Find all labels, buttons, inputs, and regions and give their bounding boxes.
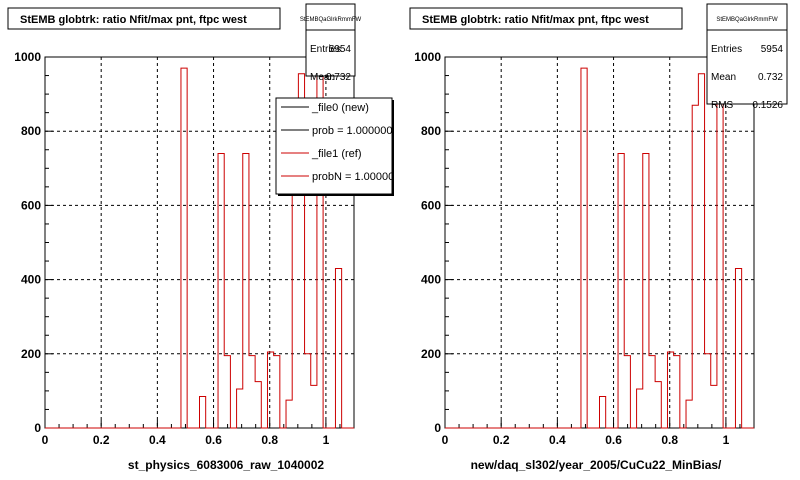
histogram-bin <box>311 385 317 428</box>
histogram-bin <box>698 74 704 428</box>
histogram-bin <box>286 400 292 428</box>
legend-entry-text: probN = 1.000000 <box>312 171 400 183</box>
stats-box <box>706 3 788 105</box>
legend-box <box>275 97 393 195</box>
x-axis-label: new/daq_sl302/year_2005/CuCu22_MinBias/ <box>471 458 722 472</box>
legend-entry-text: _file1 (ref) <box>311 148 362 160</box>
histogram-bin <box>735 268 741 428</box>
histogram-bin <box>637 389 643 428</box>
stats-label: Entries <box>310 44 341 55</box>
x-tick-label: 1 <box>723 433 730 447</box>
histogram-bin <box>600 396 606 428</box>
legend-entry-text: prob = 1.000000 <box>312 125 392 137</box>
stats-value: 0.732 <box>326 72 351 83</box>
histogram-bin <box>181 68 187 428</box>
y-tick-label: 400 <box>21 273 41 287</box>
x-tick-label: 0.2 <box>93 433 110 447</box>
histogram-panel-left: StEMB globtrk: ratio Nfit/max pnt, ftpc … <box>7 3 400 472</box>
chart-title: StEMB globtrk: ratio Nfit/max pnt, ftpc … <box>422 14 649 26</box>
stats-value: 0.732 <box>758 72 783 83</box>
histogram-bin <box>237 389 243 428</box>
histogram-bin <box>581 68 587 428</box>
stats-label: RMS <box>711 100 734 111</box>
histogram-bin <box>692 105 698 428</box>
histogram-bin <box>643 153 649 428</box>
title-box <box>409 7 683 30</box>
histogram-bin <box>705 354 711 428</box>
title-box <box>7 7 281 30</box>
histogram-series-ref <box>45 67 354 429</box>
stats-value: 5954 <box>761 44 784 55</box>
x-tick-label: 1 <box>323 433 330 447</box>
histogram-series-ref <box>445 67 754 429</box>
histogram-panel-right: StEMB globtrk: ratio Nfit/max pnt, ftpc … <box>409 3 788 472</box>
y-tick-label: 200 <box>421 347 441 361</box>
x-tick-label: 0.2 <box>493 433 510 447</box>
y-tick-label: 600 <box>21 198 41 212</box>
y-tick-label: 600 <box>421 198 441 212</box>
y-tick-label: 0 <box>434 421 441 435</box>
stats-label: Entries <box>711 44 742 55</box>
histogram-bin <box>218 153 224 428</box>
histogram-bin <box>624 356 630 428</box>
x-tick-label: 0 <box>442 433 449 447</box>
histogram-bin <box>249 356 255 428</box>
histogram-bin <box>667 352 673 428</box>
stats-value: 5954 <box>329 44 352 55</box>
x-tick-label: 0 <box>42 433 49 447</box>
histogram-bin <box>618 153 624 428</box>
y-tick-label: 400 <box>421 273 441 287</box>
histogram-bin <box>674 356 680 428</box>
y-tick-label: 200 <box>21 347 41 361</box>
plot-area-border <box>444 56 755 429</box>
histogram-bin <box>274 356 280 428</box>
y-tick-label: 800 <box>421 124 441 138</box>
histogram-bin <box>255 382 261 428</box>
x-tick-label: 0.6 <box>605 433 622 447</box>
histogram-bin <box>686 400 692 428</box>
histogram-bin <box>649 356 655 428</box>
histogram-bin <box>267 352 273 428</box>
histogram-bin <box>655 382 661 428</box>
histogram-bin <box>711 385 717 428</box>
histogram-bin <box>200 396 206 428</box>
x-tick-label: 0.8 <box>661 433 678 447</box>
legend-entries: _file0 (new) prob = 1.000000 _file1 (ref) p… <box>281 102 400 183</box>
x-axis-label: st_physics_6083006_raw_1040002 <box>128 458 324 472</box>
stats-header: StEMBQaGlrkRmmFW <box>716 17 778 23</box>
chart-title: StEMB globtrk: ratio Nfit/max pnt, ftpc … <box>20 14 247 26</box>
histogram-bin <box>717 74 723 428</box>
x-tick-label: 0.4 <box>549 433 566 447</box>
histogram-bin <box>224 356 230 428</box>
stats-header: StEMBQaGlrkRmmFW <box>300 17 362 23</box>
y-tick-label: 1000 <box>414 50 441 64</box>
x-tick-label: 0.4 <box>149 433 166 447</box>
histogram-bin <box>243 153 249 428</box>
y-tick-label: 1000 <box>14 50 41 64</box>
legend-entry-text: _file0 (new) <box>311 102 369 114</box>
stats-box <box>305 3 356 77</box>
stats-value: 0.1526 <box>752 100 783 111</box>
x-tick-label: 0.6 <box>205 433 222 447</box>
histogram-bin <box>305 354 311 428</box>
stats-label: Mean <box>310 72 335 83</box>
stats-label: Mean <box>711 72 736 83</box>
histogram-bin <box>335 268 341 428</box>
x-tick-label: 0.8 <box>261 433 278 447</box>
y-tick-label: 0 <box>34 421 41 435</box>
y-tick-label: 800 <box>21 124 41 138</box>
